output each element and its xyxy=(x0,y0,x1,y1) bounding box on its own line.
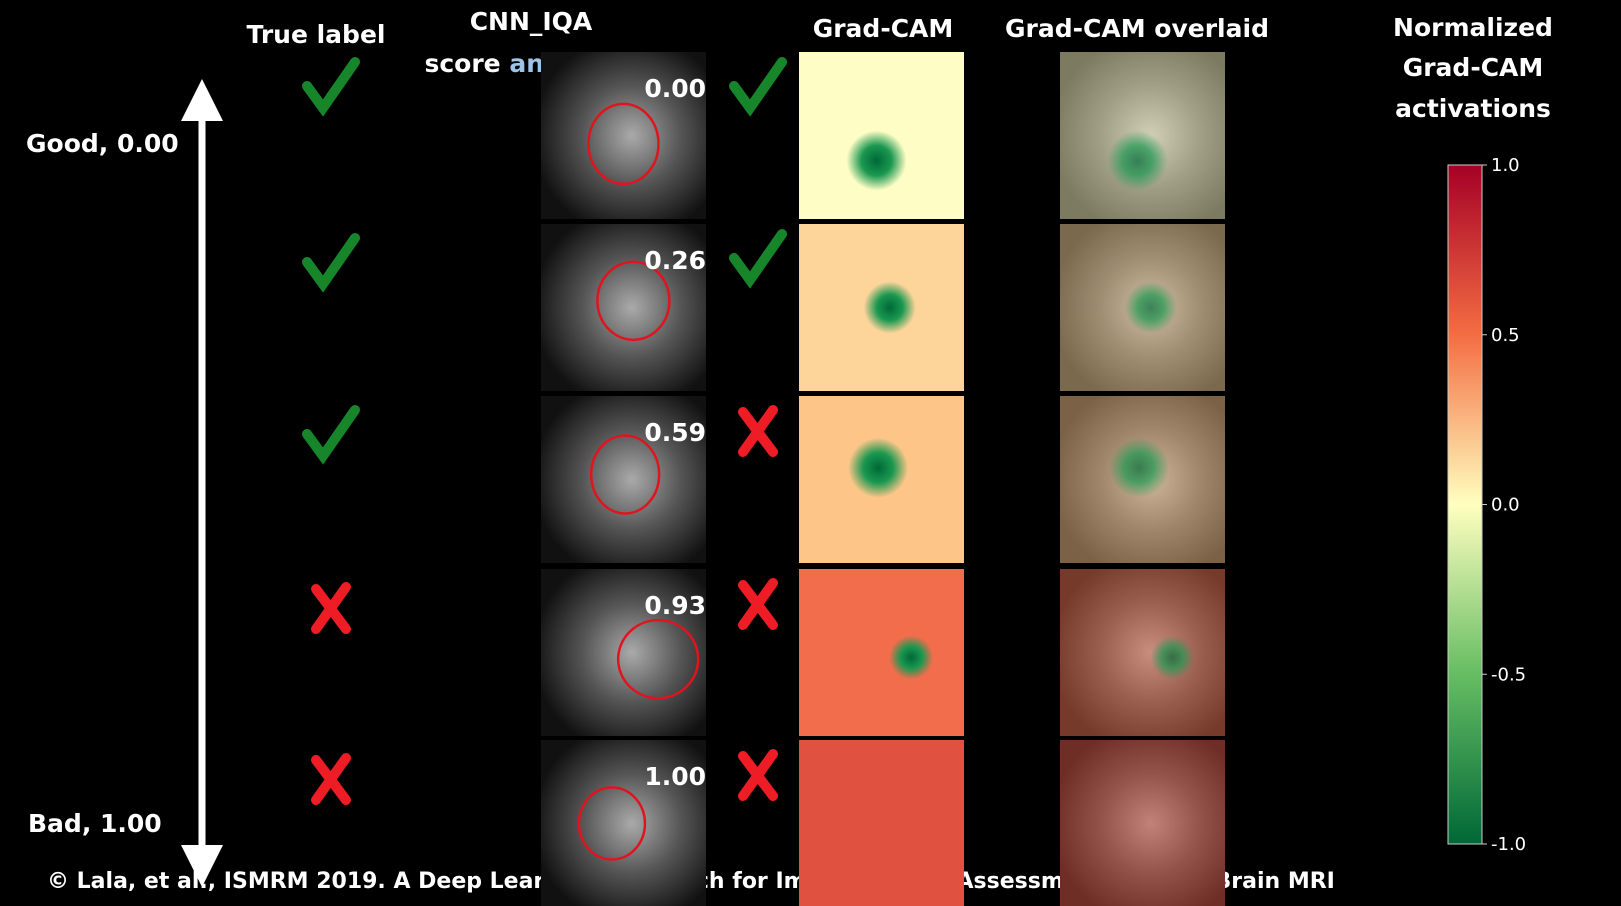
header-part: score xyxy=(424,49,500,78)
activation-blob xyxy=(846,130,907,191)
grad-cam-overlay xyxy=(1060,740,1225,906)
activation-blob xyxy=(1107,130,1168,191)
activation-blob xyxy=(848,437,909,498)
axis-label: Good, 0.00 xyxy=(26,129,179,158)
iqa-score: 0.59 xyxy=(644,418,706,447)
roi-circle xyxy=(616,618,700,700)
cross-icon xyxy=(738,405,778,457)
check-icon xyxy=(302,57,360,117)
iqa-score: 0.93 xyxy=(644,591,706,620)
header: Grad-CAM xyxy=(813,14,954,43)
colorbar-tick-label: -1.0 xyxy=(1491,834,1526,855)
header: Grad-CAM overlaid xyxy=(1005,14,1269,43)
mri-image xyxy=(541,396,706,563)
check-icon xyxy=(302,405,360,465)
roi-circle xyxy=(577,786,647,861)
overlay-tint xyxy=(1060,569,1225,736)
mri-image xyxy=(541,52,706,219)
activation-blob xyxy=(863,281,916,334)
mri-image xyxy=(541,224,706,391)
roi-circle xyxy=(587,102,660,186)
header: True label xyxy=(247,20,386,49)
header: CNN_IQA xyxy=(470,7,593,36)
overlay-tint xyxy=(1060,740,1225,906)
activation-blob xyxy=(889,635,934,680)
iqa-score: 0.26 xyxy=(644,246,706,275)
iqa-score: 0.00 xyxy=(644,74,706,103)
activation-blob xyxy=(1109,437,1170,498)
header: Normalized xyxy=(1393,13,1553,42)
axis-label: Bad, 1.00 xyxy=(28,809,162,838)
check-icon xyxy=(729,229,787,289)
check-icon xyxy=(729,57,787,117)
cross-icon xyxy=(738,749,778,801)
mri-image xyxy=(541,569,706,736)
header: activations xyxy=(1395,94,1551,123)
colorbar-tick-label: 1.0 xyxy=(1491,155,1520,176)
grad-cam xyxy=(799,740,964,906)
roi-circle xyxy=(596,260,671,342)
mri-image xyxy=(541,740,706,906)
colorbar-tick-label: 0.5 xyxy=(1491,325,1520,346)
grad-cam-overlay xyxy=(1060,569,1225,736)
activation-blob xyxy=(1124,281,1177,334)
iqa-score: 1.00 xyxy=(644,762,706,791)
roi-circle xyxy=(589,434,661,515)
header: Grad-CAM xyxy=(1403,53,1544,82)
cross-icon xyxy=(738,578,778,630)
check-icon xyxy=(302,233,360,293)
colorbar-tick-label: -0.5 xyxy=(1491,664,1526,685)
colorbar-tick-label: 0.0 xyxy=(1491,495,1520,516)
cross-icon xyxy=(311,582,351,634)
cross-icon xyxy=(311,753,351,805)
grad-cam xyxy=(799,569,964,736)
colorbar xyxy=(1447,164,1483,845)
activation-blob xyxy=(1150,635,1195,680)
